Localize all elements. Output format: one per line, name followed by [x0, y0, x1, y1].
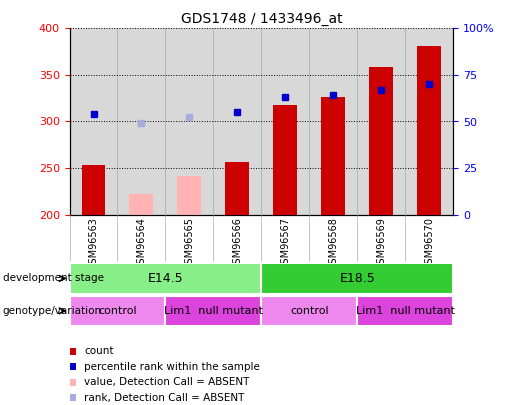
- Text: Lim1  null mutant: Lim1 null mutant: [164, 306, 263, 316]
- Bar: [70, 263, 261, 294]
- Text: GSM96563: GSM96563: [89, 217, 98, 270]
- Text: control: control: [98, 306, 137, 316]
- Bar: [178, 175, 201, 215]
- Bar: [273, 105, 297, 215]
- Title: GDS1748 / 1433496_at: GDS1748 / 1433496_at: [181, 12, 342, 26]
- Text: E18.5: E18.5: [339, 272, 375, 285]
- Text: genotype/variation: genotype/variation: [3, 306, 101, 316]
- Bar: [369, 68, 393, 215]
- Bar: [81, 165, 106, 215]
- Text: GSM96566: GSM96566: [232, 217, 243, 270]
- Bar: [261, 296, 357, 326]
- Bar: [165, 296, 261, 326]
- Bar: [357, 296, 453, 326]
- Text: rank, Detection Call = ABSENT: rank, Detection Call = ABSENT: [84, 392, 244, 403]
- Text: development stage: development stage: [3, 273, 104, 283]
- Text: GSM96569: GSM96569: [376, 217, 386, 270]
- Bar: [226, 162, 249, 215]
- Text: E14.5: E14.5: [148, 272, 183, 285]
- Text: GSM96568: GSM96568: [328, 217, 338, 270]
- Bar: [321, 97, 345, 215]
- Text: GSM96564: GSM96564: [136, 217, 146, 270]
- Bar: [417, 46, 441, 215]
- Text: GSM96570: GSM96570: [424, 217, 434, 270]
- Bar: [129, 194, 153, 215]
- Bar: [70, 296, 165, 326]
- Text: value, Detection Call = ABSENT: value, Detection Call = ABSENT: [84, 377, 249, 387]
- Text: percentile rank within the sample: percentile rank within the sample: [84, 362, 260, 372]
- Bar: [261, 263, 453, 294]
- Text: control: control: [290, 306, 329, 316]
- Text: count: count: [84, 346, 113, 356]
- Text: Lim1  null mutant: Lim1 null mutant: [356, 306, 455, 316]
- Text: GSM96567: GSM96567: [280, 217, 290, 270]
- Text: GSM96565: GSM96565: [184, 217, 195, 270]
